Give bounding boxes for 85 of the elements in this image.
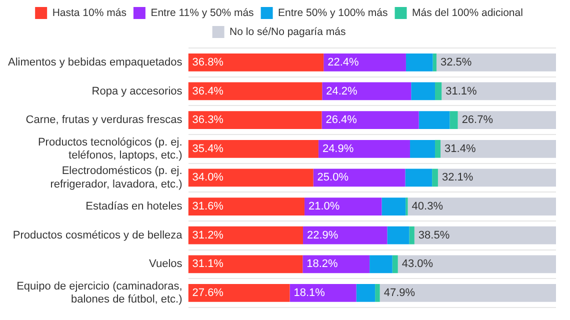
bar: [304, 198, 382, 216]
bar: [450, 111, 458, 129]
data-label: 35.4%: [192, 142, 224, 155]
bar: [188, 255, 303, 274]
legend-label: Entre 50% y 100% más: [278, 6, 388, 19]
bar: [405, 168, 432, 187]
bar: [188, 198, 304, 216]
bar: [370, 255, 392, 274]
data-label: 31.1%: [192, 258, 224, 270]
bar: [375, 284, 380, 302]
bar: [303, 226, 388, 244]
bar: [436, 53, 556, 72]
bar: [387, 226, 410, 244]
data-label: 43.0%: [402, 258, 434, 270]
bar: [435, 82, 442, 100]
bar: [324, 53, 406, 72]
bar: [418, 111, 450, 129]
legend-label: Hasta 10% más: [52, 6, 126, 19]
data-label: 24.9%: [322, 142, 354, 155]
bar: [188, 82, 322, 100]
data-label: 18.1%: [294, 287, 326, 300]
data-label: 26.4%: [326, 114, 358, 126]
legend-label: Más del 100% adicional: [412, 6, 523, 19]
bar: [392, 255, 398, 274]
bar: [290, 284, 356, 302]
bar: [302, 255, 370, 274]
bar: [188, 284, 290, 302]
bar: [432, 53, 436, 72]
bar: [435, 140, 441, 158]
y-tick-label: Productos tecnológicos (p. ej. teléfonos, laptops, etc.): [38, 136, 182, 162]
bar: [409, 226, 414, 244]
bar: [410, 140, 436, 158]
data-label: 27.6%: [192, 287, 224, 300]
bar: [442, 82, 556, 100]
bar: [188, 53, 324, 72]
bar: [188, 140, 318, 158]
bar: [356, 284, 376, 302]
data-label: 21.0%: [308, 200, 340, 213]
y-tick-label: Ropa y accesorios: [92, 85, 183, 98]
y-tick-label: Productos cosméticos y de belleza: [12, 229, 184, 242]
bar: [458, 111, 556, 129]
data-label: 22.9%: [307, 229, 338, 242]
data-label: 31.4%: [444, 142, 476, 155]
data-label: 34.0%: [192, 172, 224, 184]
data-label: 24.2%: [326, 85, 358, 98]
data-label: 36.8%: [192, 56, 224, 68]
data-label: 31.1%: [446, 85, 478, 98]
bar: [440, 140, 556, 158]
data-label: 25.0%: [317, 172, 349, 184]
bar: [318, 140, 410, 158]
y-tick-label: Carne, frutas y verduras frescas: [26, 114, 183, 126]
y-tick-label: Electrodomésticos (p. ej. refrigerador, lavadora, etc.): [50, 165, 182, 190]
bar: [188, 168, 314, 187]
bar: [322, 111, 419, 129]
bar: [380, 284, 556, 302]
bar: [322, 82, 412, 100]
legend-label: Entre 11% y 50% más: [150, 6, 254, 19]
data-label: 31.2%: [192, 229, 224, 242]
bar: [188, 111, 322, 129]
bar: [411, 82, 436, 100]
data-label: 36.4%: [192, 85, 224, 98]
bar: [382, 198, 406, 216]
y-tick-label: Vuelos: [149, 258, 183, 270]
data-label: 22.4%: [328, 56, 360, 68]
bar: [398, 255, 556, 274]
y-tick-label: Equipo de ejercicio (caminadoras, balones de fútbol, etc.): [16, 280, 182, 306]
data-label: 38.5%: [418, 229, 450, 242]
legend-label: No lo sé/No pagaría más: [230, 26, 346, 38]
bar: [188, 226, 304, 244]
y-tick-label: Estadías en hoteles: [86, 200, 183, 213]
data-label: 26.7%: [462, 114, 494, 126]
bar: [406, 53, 433, 72]
y-tick-label: Alimentos y bebidas empaquetados: [8, 56, 183, 68]
data-label: 31.6%: [192, 200, 224, 213]
data-label: 40.3%: [412, 200, 444, 213]
data-label: 32.1%: [442, 172, 474, 184]
data-label: 32.5%: [440, 56, 472, 68]
bar: [432, 168, 438, 187]
data-label: 18.2%: [306, 258, 338, 270]
bar: [438, 168, 556, 187]
bar: [414, 226, 556, 244]
data-label: 47.9%: [384, 287, 416, 300]
data-label: 36.3%: [192, 114, 224, 126]
bar: [408, 198, 556, 216]
bar: [313, 168, 406, 187]
